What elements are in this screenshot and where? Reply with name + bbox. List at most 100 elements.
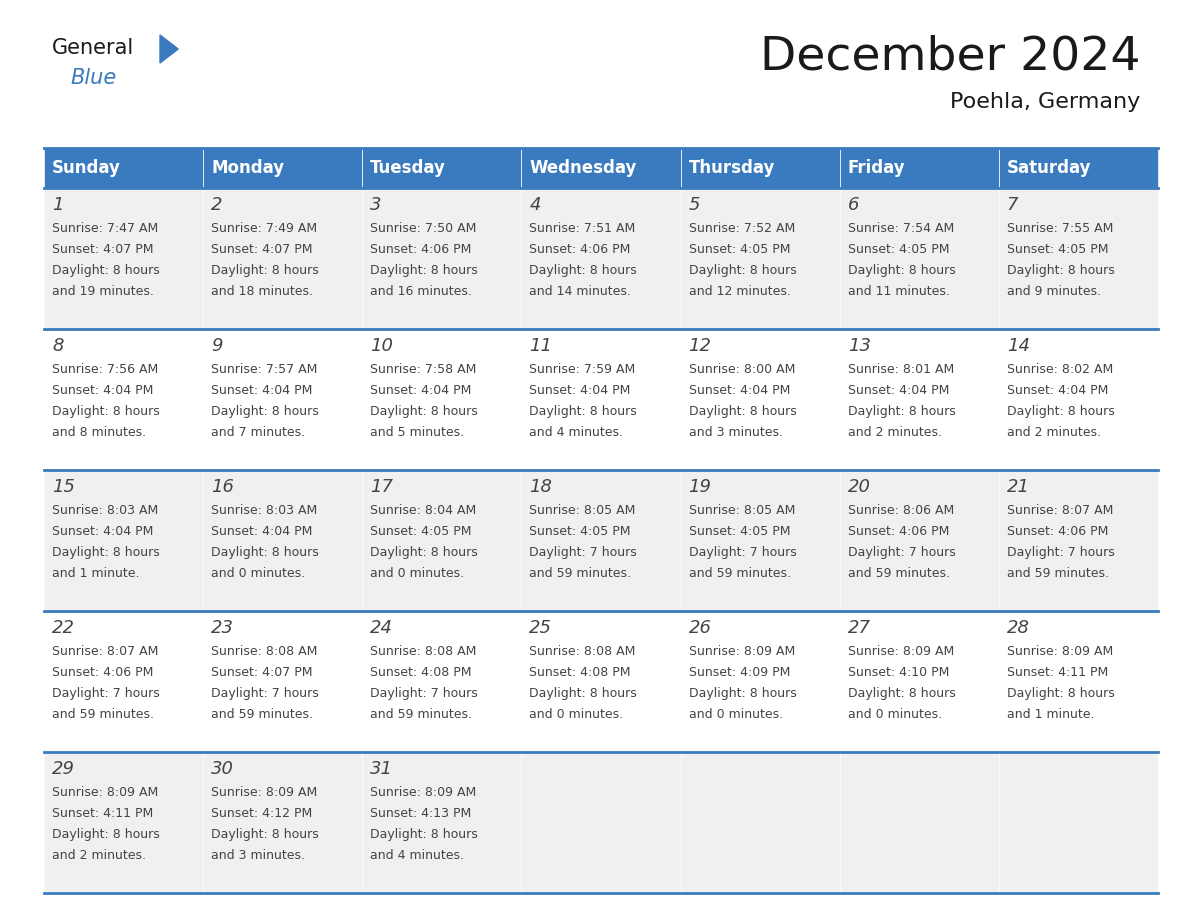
Text: Sunrise: 8:09 AM: Sunrise: 8:09 AM	[1006, 645, 1113, 658]
Text: 7: 7	[1006, 196, 1018, 214]
Text: 30: 30	[211, 760, 234, 778]
FancyBboxPatch shape	[840, 188, 999, 329]
Text: 17: 17	[371, 478, 393, 496]
Text: Daylight: 7 hours: Daylight: 7 hours	[52, 687, 159, 700]
Text: Daylight: 8 hours: Daylight: 8 hours	[1006, 687, 1114, 700]
FancyBboxPatch shape	[44, 329, 203, 470]
Text: and 59 minutes.: and 59 minutes.	[848, 567, 949, 580]
Text: 11: 11	[530, 337, 552, 355]
Text: Daylight: 7 hours: Daylight: 7 hours	[689, 546, 796, 559]
Text: Daylight: 7 hours: Daylight: 7 hours	[371, 687, 478, 700]
Text: Sunset: 4:05 PM: Sunset: 4:05 PM	[371, 525, 472, 538]
Text: Daylight: 8 hours: Daylight: 8 hours	[848, 687, 955, 700]
Text: 22: 22	[52, 619, 75, 637]
Text: Daylight: 8 hours: Daylight: 8 hours	[848, 264, 955, 277]
Text: and 19 minutes.: and 19 minutes.	[52, 285, 153, 298]
FancyBboxPatch shape	[44, 752, 203, 893]
FancyBboxPatch shape	[522, 752, 681, 893]
Text: 29: 29	[52, 760, 75, 778]
Text: 18: 18	[530, 478, 552, 496]
Text: Sunrise: 7:59 AM: Sunrise: 7:59 AM	[530, 363, 636, 376]
Text: Daylight: 7 hours: Daylight: 7 hours	[848, 546, 955, 559]
FancyBboxPatch shape	[999, 188, 1158, 329]
Text: Thursday: Thursday	[689, 159, 775, 177]
Text: Sunset: 4:06 PM: Sunset: 4:06 PM	[530, 243, 631, 256]
Text: Sunset: 4:10 PM: Sunset: 4:10 PM	[848, 666, 949, 679]
Text: Sunrise: 8:02 AM: Sunrise: 8:02 AM	[1006, 363, 1113, 376]
Polygon shape	[160, 35, 178, 63]
Text: Daylight: 8 hours: Daylight: 8 hours	[848, 405, 955, 418]
Text: and 8 minutes.: and 8 minutes.	[52, 426, 146, 439]
Text: and 2 minutes.: and 2 minutes.	[52, 849, 146, 862]
Text: Daylight: 8 hours: Daylight: 8 hours	[211, 405, 318, 418]
FancyBboxPatch shape	[44, 188, 203, 329]
Text: 13: 13	[848, 337, 871, 355]
FancyBboxPatch shape	[362, 470, 522, 611]
Text: Sunset: 4:13 PM: Sunset: 4:13 PM	[371, 807, 472, 820]
Text: and 59 minutes.: and 59 minutes.	[371, 708, 473, 721]
FancyBboxPatch shape	[681, 329, 840, 470]
Text: and 59 minutes.: and 59 minutes.	[689, 567, 790, 580]
Text: Sunday: Sunday	[52, 159, 121, 177]
Text: December 2024: December 2024	[759, 35, 1140, 80]
Text: Poehla, Germany: Poehla, Germany	[949, 92, 1140, 112]
Text: Sunset: 4:12 PM: Sunset: 4:12 PM	[211, 807, 312, 820]
Text: Daylight: 8 hours: Daylight: 8 hours	[371, 405, 478, 418]
Text: Sunrise: 8:08 AM: Sunrise: 8:08 AM	[211, 645, 317, 658]
Text: 19: 19	[689, 478, 712, 496]
Text: and 7 minutes.: and 7 minutes.	[211, 426, 305, 439]
Text: Daylight: 8 hours: Daylight: 8 hours	[530, 264, 637, 277]
Text: 31: 31	[371, 760, 393, 778]
Text: 14: 14	[1006, 337, 1030, 355]
Text: Sunrise: 8:07 AM: Sunrise: 8:07 AM	[1006, 504, 1113, 517]
FancyBboxPatch shape	[840, 611, 999, 752]
Text: 6: 6	[848, 196, 859, 214]
FancyBboxPatch shape	[840, 148, 999, 188]
Text: Sunset: 4:08 PM: Sunset: 4:08 PM	[530, 666, 631, 679]
Text: Sunset: 4:04 PM: Sunset: 4:04 PM	[1006, 384, 1108, 397]
FancyBboxPatch shape	[44, 470, 203, 611]
Text: Sunrise: 7:56 AM: Sunrise: 7:56 AM	[52, 363, 158, 376]
Text: and 11 minutes.: and 11 minutes.	[848, 285, 949, 298]
Text: Daylight: 8 hours: Daylight: 8 hours	[52, 264, 159, 277]
Text: Sunrise: 8:05 AM: Sunrise: 8:05 AM	[530, 504, 636, 517]
FancyBboxPatch shape	[362, 611, 522, 752]
Text: and 9 minutes.: and 9 minutes.	[1006, 285, 1101, 298]
FancyBboxPatch shape	[44, 611, 203, 752]
Text: Sunset: 4:06 PM: Sunset: 4:06 PM	[52, 666, 153, 679]
Text: Sunrise: 8:08 AM: Sunrise: 8:08 AM	[371, 645, 476, 658]
Text: Sunrise: 8:08 AM: Sunrise: 8:08 AM	[530, 645, 636, 658]
Text: and 1 minute.: and 1 minute.	[1006, 708, 1094, 721]
Text: Daylight: 8 hours: Daylight: 8 hours	[52, 828, 159, 841]
Text: Daylight: 7 hours: Daylight: 7 hours	[530, 546, 637, 559]
Text: and 3 minutes.: and 3 minutes.	[211, 849, 305, 862]
Text: 20: 20	[848, 478, 871, 496]
Text: and 0 minutes.: and 0 minutes.	[371, 567, 465, 580]
Text: Sunset: 4:04 PM: Sunset: 4:04 PM	[52, 384, 153, 397]
Text: Sunset: 4:09 PM: Sunset: 4:09 PM	[689, 666, 790, 679]
Text: Daylight: 8 hours: Daylight: 8 hours	[689, 687, 796, 700]
FancyBboxPatch shape	[522, 329, 681, 470]
Text: Daylight: 8 hours: Daylight: 8 hours	[1006, 264, 1114, 277]
Text: Sunset: 4:11 PM: Sunset: 4:11 PM	[52, 807, 153, 820]
Text: and 59 minutes.: and 59 minutes.	[1006, 567, 1108, 580]
Text: Sunset: 4:04 PM: Sunset: 4:04 PM	[211, 384, 312, 397]
Text: Sunrise: 8:09 AM: Sunrise: 8:09 AM	[848, 645, 954, 658]
Text: 5: 5	[689, 196, 700, 214]
Text: and 18 minutes.: and 18 minutes.	[211, 285, 314, 298]
Text: Sunrise: 7:51 AM: Sunrise: 7:51 AM	[530, 222, 636, 235]
Text: 21: 21	[1006, 478, 1030, 496]
FancyBboxPatch shape	[840, 470, 999, 611]
Text: Daylight: 8 hours: Daylight: 8 hours	[371, 264, 478, 277]
Text: Sunrise: 7:50 AM: Sunrise: 7:50 AM	[371, 222, 476, 235]
FancyBboxPatch shape	[999, 752, 1158, 893]
Text: Sunrise: 8:09 AM: Sunrise: 8:09 AM	[689, 645, 795, 658]
Text: Sunrise: 7:58 AM: Sunrise: 7:58 AM	[371, 363, 476, 376]
Text: Daylight: 8 hours: Daylight: 8 hours	[371, 546, 478, 559]
Text: Sunrise: 8:04 AM: Sunrise: 8:04 AM	[371, 504, 476, 517]
Text: 4: 4	[530, 196, 541, 214]
FancyBboxPatch shape	[362, 148, 522, 188]
Text: Sunrise: 8:03 AM: Sunrise: 8:03 AM	[211, 504, 317, 517]
Text: and 12 minutes.: and 12 minutes.	[689, 285, 790, 298]
Text: and 14 minutes.: and 14 minutes.	[530, 285, 631, 298]
